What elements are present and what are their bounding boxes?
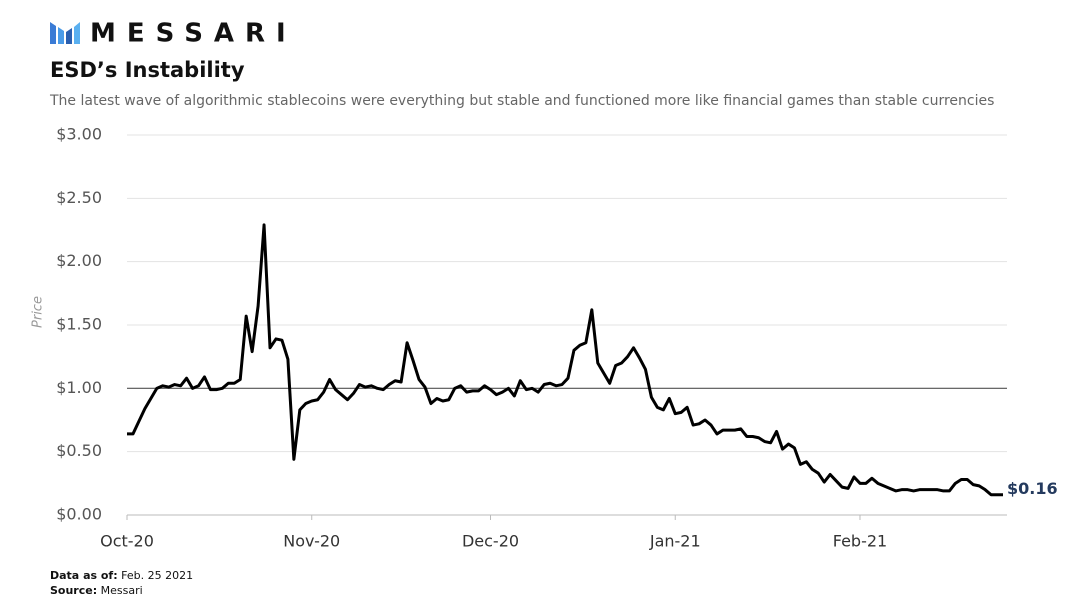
note-label: Source: xyxy=(50,584,97,597)
x-tick-label: Dec-20 xyxy=(462,532,519,551)
value-label: $0.16 xyxy=(1007,479,1058,498)
chart-title: ESD’s Instability xyxy=(50,58,245,82)
y-tick-label: $0.00 xyxy=(56,505,102,524)
note: Source: Messari xyxy=(50,584,143,597)
y-tick-label: $2.50 xyxy=(56,188,102,207)
y-axis-label: Price xyxy=(31,296,46,328)
note-label: Data as of: xyxy=(50,569,118,582)
x-tick-label: Feb-21 xyxy=(833,532,887,551)
note: Data as of: Feb. 25 2021 xyxy=(50,569,193,582)
line-series xyxy=(127,223,1003,497)
y-tick-label: $1.00 xyxy=(56,378,102,397)
y-tick-label: $1.50 xyxy=(56,315,102,334)
logo-icon xyxy=(50,22,80,44)
x-tick-label: Oct-20 xyxy=(100,532,154,551)
note-text: Feb. 25 2021 xyxy=(121,569,193,582)
y-tick-label: $0.50 xyxy=(56,441,102,460)
y-tick-label: $3.00 xyxy=(56,125,102,144)
brand: MESSARI xyxy=(90,19,297,49)
x-tick-label: Nov-20 xyxy=(283,532,340,551)
note-text: Messari xyxy=(101,584,143,597)
chart-subtitle: The latest wave of algorithmic stablecoi… xyxy=(49,93,994,109)
y-tick-label: $2.00 xyxy=(56,251,102,270)
x-tick-label: Jan-21 xyxy=(649,532,701,551)
